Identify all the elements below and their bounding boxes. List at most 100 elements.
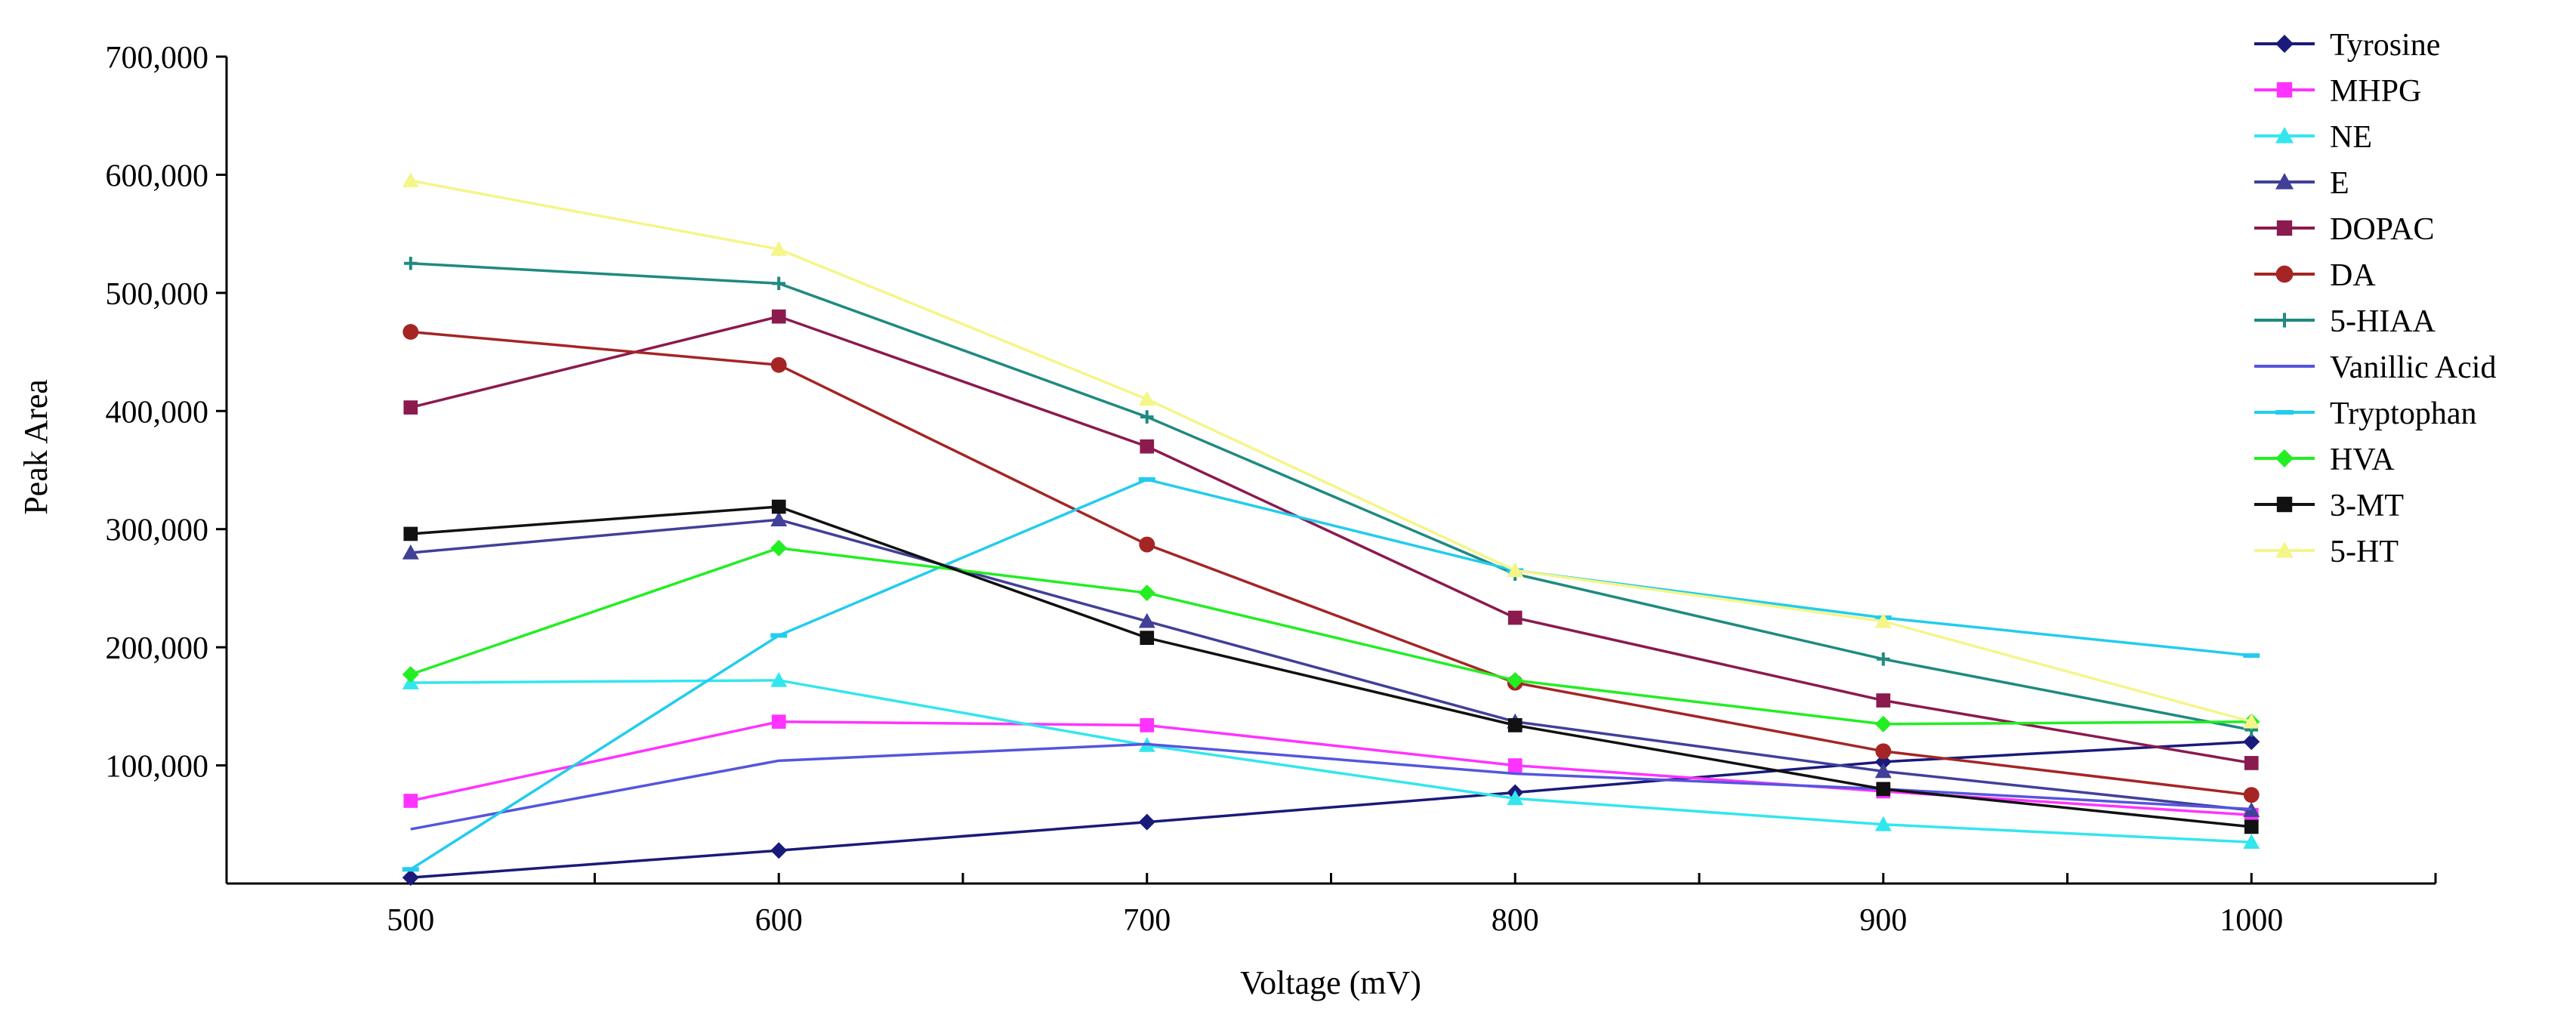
data-point-da bbox=[1139, 536, 1155, 553]
data-point-hva bbox=[770, 539, 788, 557]
data-point-hva bbox=[1507, 671, 1524, 689]
data-point-5-ht bbox=[2243, 713, 2260, 729]
series-da bbox=[403, 324, 2260, 803]
y-tick-label: 400,000 bbox=[106, 395, 209, 430]
data-point-5-hiaa bbox=[1140, 410, 1154, 424]
legend-label: Tyrosine bbox=[2330, 28, 2440, 63]
legend-item-e: E bbox=[2254, 166, 2349, 201]
data-point-dopac bbox=[771, 309, 786, 324]
legend-swatch-marker bbox=[2275, 127, 2294, 143]
y-axis-title: Peak Area bbox=[17, 379, 54, 515]
data-point-5-ht bbox=[1138, 390, 1155, 406]
series-line-ne bbox=[410, 679, 2252, 843]
data-point-mhpg bbox=[403, 794, 418, 808]
series-line-5-ht bbox=[410, 179, 2252, 723]
legend-item-hva: HVA bbox=[2254, 443, 2395, 477]
series-line-hva bbox=[410, 546, 2252, 726]
data-point-da bbox=[403, 324, 419, 340]
legend-label: 3-MT bbox=[2330, 489, 2404, 523]
series-5-ht bbox=[402, 172, 2260, 729]
y-tick-label: 100,000 bbox=[106, 750, 209, 785]
data-point-5-ht bbox=[770, 240, 788, 256]
y-tick-label: 700,000 bbox=[106, 41, 209, 76]
data-point-5-ht bbox=[1874, 612, 1892, 628]
data-point-5-ht bbox=[402, 172, 419, 188]
data-point-mhpg bbox=[1140, 718, 1155, 732]
series-3-mt bbox=[403, 499, 2259, 834]
legend-swatch-marker bbox=[2275, 35, 2294, 53]
legend-label: 5-HIAA bbox=[2330, 304, 2436, 339]
data-point-e bbox=[1138, 612, 1155, 628]
series-line-e bbox=[410, 518, 2252, 812]
series-line-mhpg bbox=[410, 720, 2252, 817]
data-point-3-mt bbox=[1140, 631, 1155, 645]
y-tick-label: 300,000 bbox=[106, 514, 209, 548]
legend-item-dopac: DOPAC bbox=[2254, 212, 2435, 247]
data-point-da bbox=[770, 356, 787, 373]
data-point-hva bbox=[1138, 584, 1155, 602]
legend-label: 5-HT bbox=[2330, 535, 2399, 569]
legend-item-tyrosine: Tyrosine bbox=[2254, 28, 2440, 63]
legend-swatch-marker bbox=[2277, 313, 2292, 328]
data-point-5-hiaa bbox=[403, 256, 418, 270]
data-point-3-mt bbox=[2244, 819, 2259, 834]
legend-swatch-marker bbox=[2275, 173, 2294, 190]
data-point-mhpg bbox=[1507, 758, 1522, 773]
data-point-da bbox=[1875, 743, 1892, 760]
data-point-5-hiaa bbox=[772, 276, 786, 291]
data-point-dopac bbox=[1507, 610, 1522, 625]
x-tick-label: 500 bbox=[387, 903, 434, 938]
x-axis-ticks: 500 600 700 800 900 1000 bbox=[225, 873, 2437, 938]
legend-swatch-marker bbox=[2275, 449, 2294, 467]
legend-item-vanillic-acid: Vanillic Acid bbox=[2254, 350, 2496, 385]
legend-label: DA bbox=[2330, 258, 2376, 293]
x-axis-title: Voltage (mV) bbox=[1240, 964, 1421, 1001]
legend-label: Tryptophan bbox=[2330, 396, 2476, 431]
series-line-vanillic-acid bbox=[410, 742, 2252, 831]
series-line-da bbox=[410, 330, 2252, 797]
data-point-e bbox=[402, 544, 419, 560]
series-5-hiaa bbox=[403, 256, 2259, 737]
y-tick-label: 500,000 bbox=[106, 277, 209, 312]
series-dopac bbox=[403, 309, 2259, 770]
data-point-tyrosine bbox=[2243, 733, 2260, 751]
data-point-ne bbox=[1507, 790, 1524, 806]
data-point-e bbox=[770, 511, 788, 526]
data-point-tyrosine bbox=[1138, 813, 1155, 831]
legend-label: DOPAC bbox=[2330, 212, 2435, 247]
y-axis-ticks: 100,000 200,000 300,000 400,000 500,000 600,0… bbox=[106, 41, 227, 785]
data-point-dopac bbox=[403, 400, 418, 415]
legend-label: HVA bbox=[2330, 443, 2395, 477]
data-point-3-mt bbox=[1507, 718, 1522, 732]
legend-swatch-marker bbox=[2276, 496, 2293, 513]
y-tick-label: 600,000 bbox=[106, 159, 209, 193]
series-line-3-mt bbox=[410, 505, 2252, 828]
series-line-dopac bbox=[410, 315, 2252, 765]
legend-swatch-marker bbox=[2275, 265, 2294, 283]
data-point-dopac bbox=[1140, 439, 1155, 454]
data-point-hva bbox=[1874, 715, 1892, 732]
x-tick-label: 700 bbox=[1123, 903, 1171, 938]
x-tick-label: 900 bbox=[1859, 903, 1907, 938]
legend-item-mhpg: MHPG bbox=[2254, 74, 2421, 109]
data-point-tyrosine bbox=[402, 869, 419, 887]
legend-swatch-marker bbox=[2276, 220, 2293, 236]
data-point-ne bbox=[1874, 816, 1892, 831]
legend-swatch-marker bbox=[2275, 541, 2294, 558]
data-point-ne bbox=[2243, 834, 2260, 850]
data-point-3-mt bbox=[403, 526, 418, 541]
data-point-hva bbox=[402, 666, 419, 683]
legend-item-tryptophan: Tryptophan bbox=[2254, 396, 2476, 431]
legend-swatch-marker bbox=[2276, 82, 2293, 98]
legend: Tyrosine MHPG NE E DOPAC DA 5-HIAA Vanillic Aci… bbox=[2254, 28, 2496, 569]
data-point-5-ht bbox=[1507, 562, 1524, 578]
data-point-ne bbox=[770, 671, 788, 687]
data-point-mhpg bbox=[771, 714, 786, 729]
series-e bbox=[402, 511, 2260, 817]
x-tick-label: 800 bbox=[1492, 903, 1539, 938]
y-tick-label: 200,000 bbox=[106, 631, 209, 666]
data-point-e bbox=[1874, 763, 1892, 779]
data-point-5-hiaa bbox=[1876, 652, 1890, 666]
